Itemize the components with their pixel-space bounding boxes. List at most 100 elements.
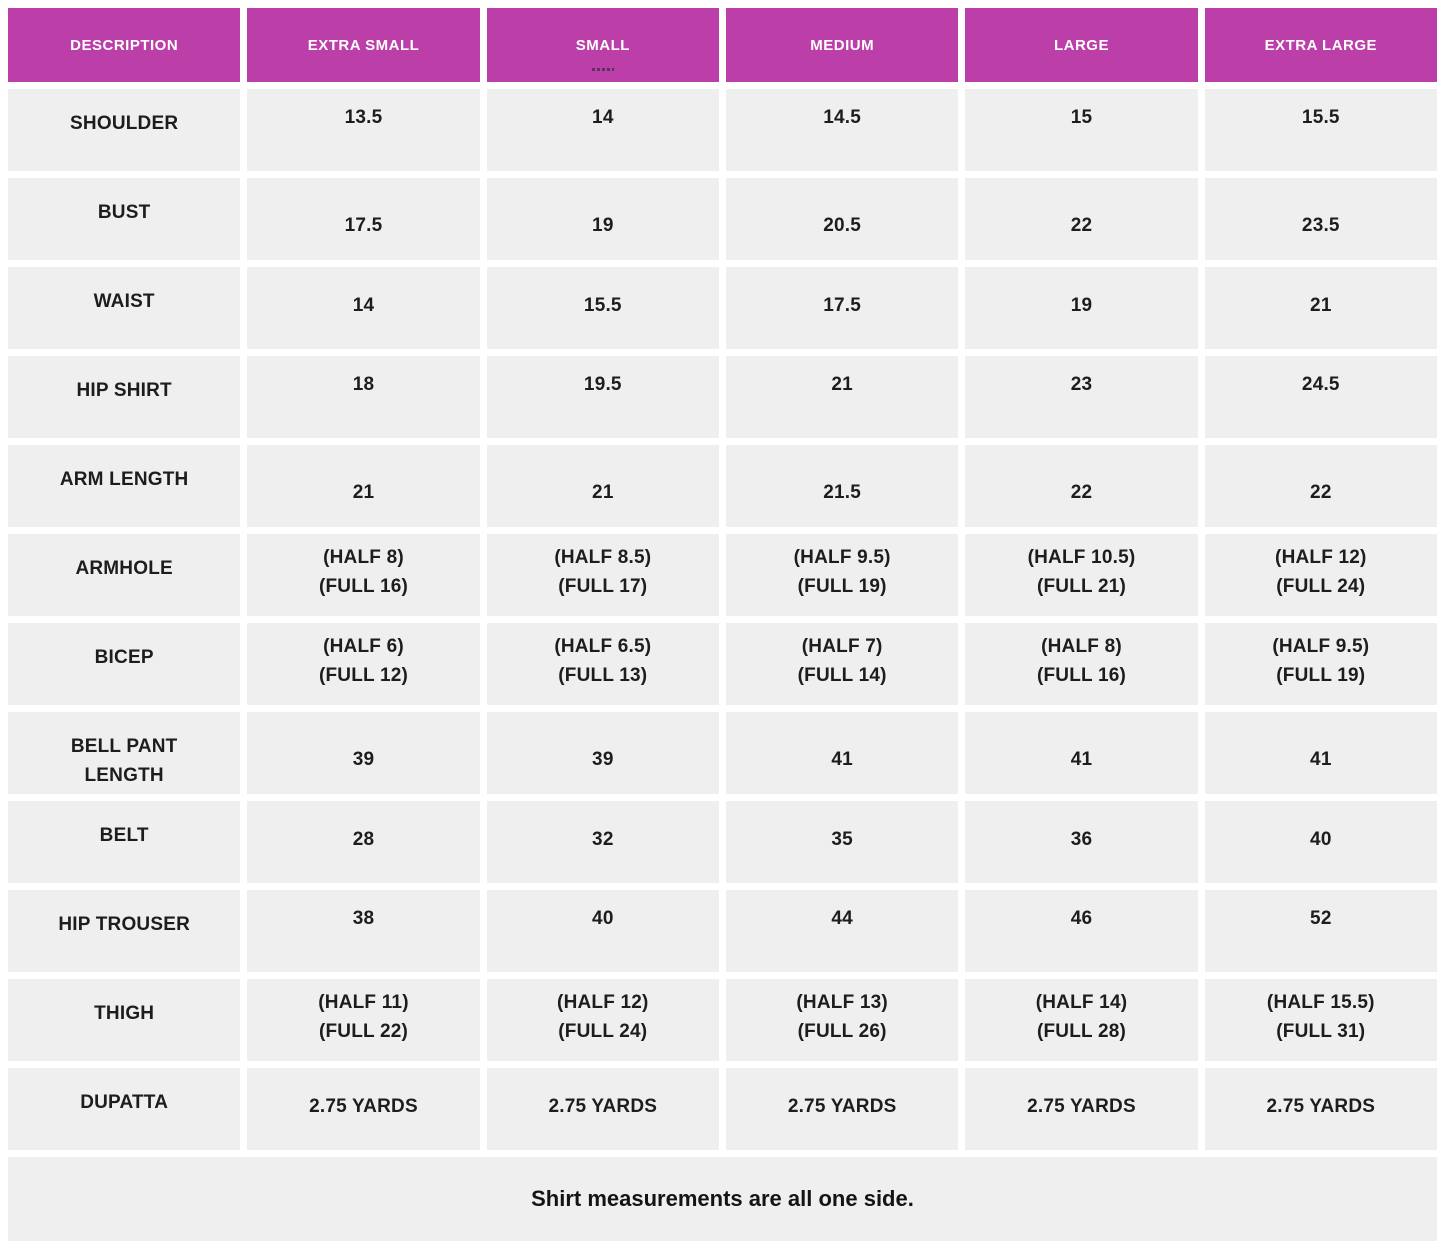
measurement-cell: 19 bbox=[965, 267, 1198, 349]
row-label-text: BICEP bbox=[94, 647, 154, 668]
measurement-cell-text: 15.5 bbox=[1301, 107, 1340, 128]
row-label: BELT bbox=[8, 801, 241, 883]
measurement-cell: 15 bbox=[965, 89, 1198, 171]
measurement-cell: (HALF 12) (FULL 24) bbox=[486, 979, 719, 1061]
measurement-cell-text: 41 bbox=[831, 749, 853, 770]
footer-note: Shirt measurements are all one side. bbox=[8, 1157, 1437, 1241]
measurement-cell-text: 28 bbox=[352, 829, 375, 850]
measurement-cell: 40 bbox=[1204, 801, 1437, 883]
measurement-cell-text: 24.5 bbox=[1301, 374, 1340, 395]
row-label: THIGH bbox=[8, 979, 241, 1061]
measurement-cell: 17.5 bbox=[725, 267, 959, 349]
measurement-cell: 39 bbox=[247, 712, 480, 794]
column-header: SMALL bbox=[486, 8, 719, 82]
measurement-cell: 36 bbox=[965, 801, 1198, 883]
measurement-cell-text: (HALF 6.5) (FULL 13) bbox=[554, 636, 652, 686]
measurement-cell-text: 21 bbox=[831, 374, 853, 395]
column-header: EXTRA LARGE bbox=[1204, 8, 1437, 82]
measurement-cell: 44 bbox=[725, 890, 959, 972]
measurement-cell: 22 bbox=[965, 178, 1198, 260]
measurement-cell: 2.75 YARDS bbox=[965, 1068, 1198, 1150]
measurement-cell-text: (HALF 11) (FULL 22) bbox=[318, 992, 409, 1042]
row-label: BICEP bbox=[8, 623, 241, 705]
measurement-cell-text: 20.5 bbox=[823, 215, 862, 236]
measurement-cell: 35 bbox=[725, 801, 959, 883]
measurement-cell-text: 2.75 YARDS bbox=[1266, 1096, 1376, 1117]
measurement-cell-text: 19.5 bbox=[583, 374, 622, 395]
measurement-cell: 21 bbox=[486, 445, 719, 527]
measurement-cell: (HALF 15.5) (FULL 31) bbox=[1204, 979, 1437, 1061]
measurement-cell-text: 35 bbox=[831, 829, 853, 850]
row-label: BUST bbox=[8, 178, 241, 260]
measurement-cell-text: (HALF 12) (FULL 24) bbox=[1275, 547, 1367, 597]
measurement-cell-text: (HALF 15.5) (FULL 31) bbox=[1266, 992, 1375, 1042]
measurement-cell-text: (HALF 8) (FULL 16) bbox=[1036, 636, 1127, 686]
measurement-cell-text: 39 bbox=[352, 749, 375, 770]
measurement-cell-text: 19 bbox=[592, 215, 614, 236]
row-label-text: BUST bbox=[97, 202, 151, 223]
row-label: WAIST bbox=[8, 267, 241, 349]
measurement-cell-text: 17.5 bbox=[823, 295, 862, 316]
measurement-cell: (HALF 8.5) (FULL 17) bbox=[486, 534, 719, 616]
measurement-cell-text: 46 bbox=[1070, 908, 1093, 929]
measurement-cell: 39 bbox=[486, 712, 719, 794]
row-label: HIP SHIRT bbox=[8, 356, 241, 438]
measurement-cell: 19 bbox=[486, 178, 719, 260]
row-label: SHOULDER bbox=[8, 89, 241, 171]
measurement-cell-text: (HALF 14) (FULL 28) bbox=[1035, 992, 1128, 1042]
row-label-text: DUPATTA bbox=[80, 1092, 169, 1113]
column-header-text: DESCRIPTION bbox=[70, 36, 179, 54]
measurement-cell: 13.5 bbox=[247, 89, 480, 171]
column-header-text: SMALL bbox=[575, 36, 630, 54]
measurement-cell-text: 15 bbox=[1070, 107, 1093, 128]
column-header: EXTRA SMALL bbox=[247, 8, 480, 82]
measurement-cell-text: (HALF 13) (FULL 26) bbox=[796, 992, 888, 1042]
row-label-text: SHOULDER bbox=[70, 113, 179, 134]
measurement-cell: 15.5 bbox=[486, 267, 719, 349]
column-header: LARGE bbox=[965, 8, 1198, 82]
measurement-cell: 23 bbox=[965, 356, 1198, 438]
measurement-cell: (HALF 9.5) (FULL 19) bbox=[1204, 623, 1437, 705]
measurement-cell: 2.75 YARDS bbox=[486, 1068, 719, 1150]
measurement-cell-text: (HALF 8.5) (FULL 17) bbox=[554, 547, 652, 597]
measurement-cell-text: 22 bbox=[1070, 215, 1093, 236]
column-header-text: EXTRA LARGE bbox=[1264, 36, 1378, 54]
row-label: BELL PANT LENGTH bbox=[8, 712, 241, 794]
measurement-cell: 22 bbox=[965, 445, 1198, 527]
measurement-cell-text: 2.75 YARDS bbox=[1027, 1096, 1136, 1117]
measurement-cell-text: 36 bbox=[1070, 829, 1093, 850]
measurement-cell-text: 15.5 bbox=[583, 295, 622, 316]
row-label-text: HIP SHIRT bbox=[76, 380, 172, 401]
measurement-cell: 41 bbox=[725, 712, 959, 794]
row-label: DUPATTA bbox=[8, 1068, 241, 1150]
measurement-cell: (HALF 9.5) (FULL 19) bbox=[725, 534, 959, 616]
measurement-cell: 41 bbox=[965, 712, 1198, 794]
measurement-cell: 22 bbox=[1204, 445, 1437, 527]
measurement-cell: 21.5 bbox=[725, 445, 959, 527]
smudge-mark bbox=[591, 68, 614, 71]
column-header-text: MEDIUM bbox=[810, 36, 875, 54]
measurement-cell: 32 bbox=[486, 801, 719, 883]
measurement-cell: 46 bbox=[965, 890, 1198, 972]
row-label-text: BELT bbox=[99, 825, 149, 846]
measurement-cell-text: 14 bbox=[352, 295, 375, 316]
measurement-cell: 21 bbox=[1204, 267, 1437, 349]
measurement-cell-text: 21 bbox=[1310, 295, 1332, 316]
measurement-cell-text: 2.75 YARDS bbox=[548, 1096, 658, 1117]
measurement-cell-text: 17.5 bbox=[344, 215, 383, 236]
measurement-cell: 21 bbox=[247, 445, 480, 527]
row-label: HIP TROUSER bbox=[8, 890, 241, 972]
measurement-cell-text: 44 bbox=[831, 908, 853, 929]
measurement-cell: 40 bbox=[486, 890, 719, 972]
measurement-cell: 18 bbox=[247, 356, 480, 438]
measurement-cell: (HALF 8) (FULL 16) bbox=[247, 534, 480, 616]
measurement-cell: (HALF 11) (FULL 22) bbox=[247, 979, 480, 1061]
measurement-cell-text: 14 bbox=[592, 107, 614, 128]
measurement-cell: 52 bbox=[1204, 890, 1437, 972]
measurement-cell-text: 18 bbox=[352, 374, 375, 395]
measurement-cell: 15.5 bbox=[1204, 89, 1437, 171]
measurement-cell: 38 bbox=[247, 890, 480, 972]
row-label: ARMHOLE bbox=[8, 534, 241, 616]
measurement-cell: (HALF 14) (FULL 28) bbox=[965, 979, 1198, 1061]
